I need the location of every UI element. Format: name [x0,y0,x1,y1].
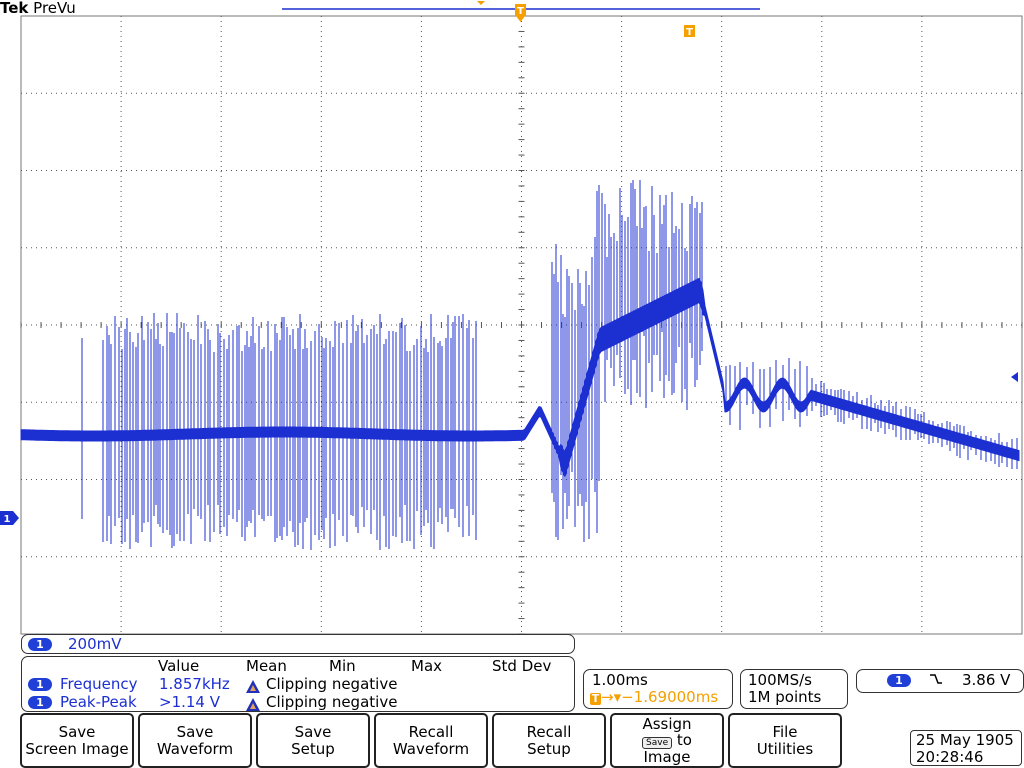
recall-waveform-button[interactable]: Recall Waveform [374,713,488,768]
assign-save-to-image-button[interactable]: Assign Save to Image [610,713,724,768]
softkey-line1: Save [176,722,214,741]
softkey-line1: Save [294,722,332,741]
time: 20:28:46 [916,748,984,766]
measure-header-max: Max [411,657,443,675]
trigger-marker-label-expansion: T [686,27,693,38]
measure-channel-chip: 1 [28,678,52,691]
softkey-line2: Setup [291,739,335,758]
acquisition-readout[interactable]: 100MS/s 1M points [740,669,848,709]
warning-icon [246,677,260,696]
trigger-level: 3.86 V [962,671,1011,689]
trigger-level-arrow [1011,372,1018,382]
trigger-position-marker-pointer [516,16,525,22]
channel1-ground-label: 1 [4,514,11,525]
trigger-delay: −1.69000ms [621,688,719,706]
softkey-line2: Waveform [392,739,470,758]
softkey-line1: Recall [408,722,454,741]
datetime-readout: 25 May 1905 20:28:46 [910,730,1022,766]
measurement-row-frequency[interactable]: 1 Frequency 1.857kHz Clipping negative [22,676,574,694]
screen-markers [0,1,1018,525]
measure-value-frequency: 1.857kHz [159,675,230,693]
trigger-marker-label-top: T [517,6,524,17]
measure-header-value: Value [158,657,200,675]
channel1-ground-marker [0,511,19,525]
channel1-scale: 200mV [68,635,122,653]
recall-setup-button[interactable]: Recall Setup [492,713,606,768]
save-setup-button[interactable]: Save Setup [256,713,370,768]
trigger-delay-readout: T →▾−1.69000ms [590,689,718,706]
graticule [20,15,1023,635]
horizontal-scale: 1.00ms [592,671,648,689]
brand-mode: PreVu [33,0,76,17]
timebase-readout[interactable]: 1.00ms T →▾−1.69000ms [583,669,733,709]
date: 25 May 1905 [916,731,1014,749]
measure-label-peak-peak: Peak-Peak [60,693,137,711]
measure-value-peak-peak: >1.14 V [159,693,220,711]
channel1-scale-readout[interactable]: 1 200mV [21,634,575,654]
softkey-line1: Assign [642,715,692,733]
trigger-position-marker-expansion [684,25,695,37]
measure-header-mean: Mean [246,657,287,675]
brand-label: Tek PreVu [0,0,76,16]
file-utilities-button[interactable]: File Utilities [728,713,842,768]
trigger-t-icon: T [590,692,601,705]
sample-rate: 100MS/s [748,671,812,689]
measure-header-min: Min [329,657,356,675]
warning-icon [246,695,260,714]
channel1-chip: 1 [28,638,52,651]
record-view-pointer [477,1,485,5]
brand-maker: Tek [0,0,29,17]
softkey-line2: Waveform [156,739,234,758]
softkey-line2: to [676,731,692,749]
softkey-line3: Image [643,748,691,766]
measure-status-peak-peak: Clipping negative [266,693,398,711]
softkey-line1: Save [58,722,96,741]
softkey-line2: Screen Image [25,739,129,758]
trigger-source-chip: 1 [887,674,911,687]
trigger-position-marker-top [515,4,526,16]
channel1-trace [20,180,1020,550]
falling-edge-icon [929,672,943,690]
softkey-line2: Setup [527,739,571,758]
measurements-panel[interactable]: Value Mean Min Max Std Dev 1 Frequency 1… [21,656,575,712]
save-waveform-button[interactable]: Save Waveform [138,713,252,768]
trigger-readout[interactable]: 1 3.86 V [856,669,1024,693]
softkey-line1: Recall [526,722,572,741]
measurement-row-peak-peak[interactable]: 1 Peak-Peak >1.14 V Clipping negative [22,694,574,712]
arrow-right-icon: →▾ [601,688,622,706]
waveform-display[interactable]: T T 1 [0,0,1024,712]
measure-label-frequency: Frequency [60,675,138,693]
record-length: 1M points [748,688,822,706]
measure-header-stddev: Std Dev [492,657,552,675]
softkey-line1: File [772,722,798,741]
measure-channel-chip: 1 [28,696,52,709]
measure-status-frequency: Clipping negative [266,675,398,693]
softkey-line2: Utilities [756,739,814,758]
save-screen-image-button[interactable]: Save Screen Image [20,713,134,768]
